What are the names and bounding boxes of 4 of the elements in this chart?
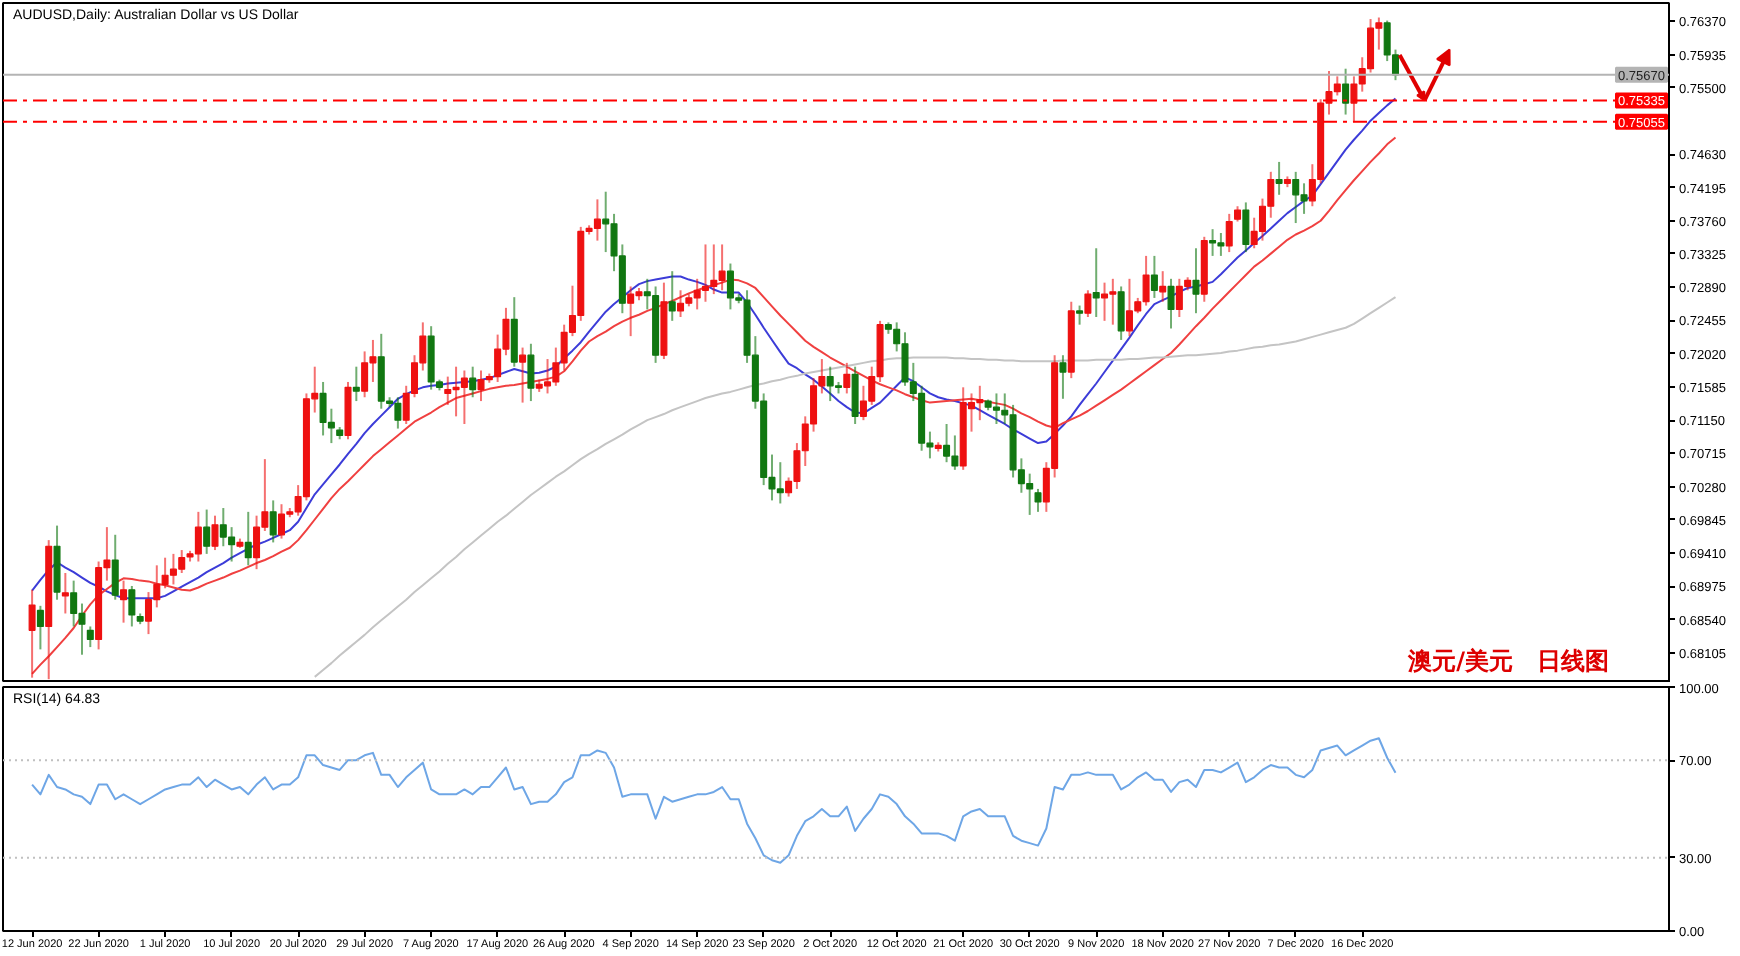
line-series	[31, 136, 1397, 675]
text: 澳元/美元 日线图	[1406, 647, 1610, 675]
line-series	[313, 296, 1397, 678]
line-series	[31, 737, 1397, 864]
